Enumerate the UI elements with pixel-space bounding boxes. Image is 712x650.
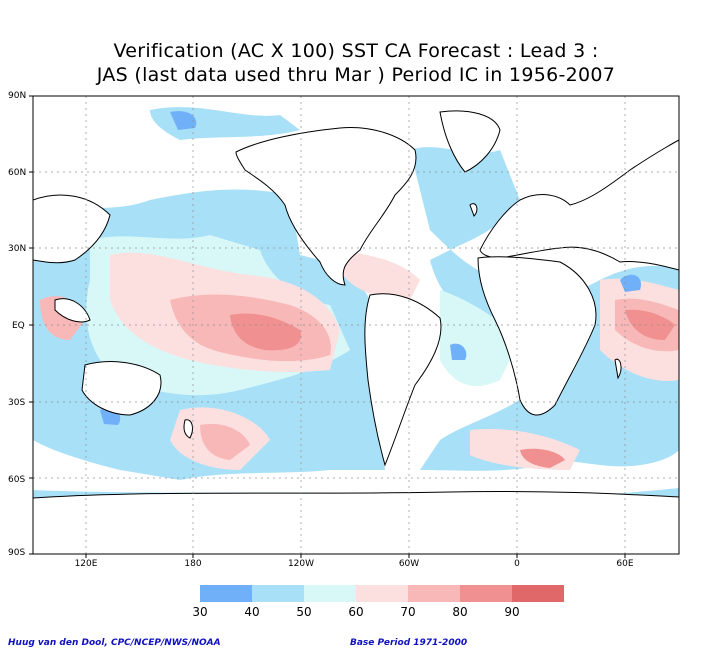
continent-outlines xyxy=(33,110,679,554)
lon-label-60w: 60W xyxy=(398,559,420,569)
colorbar-swatch-70-80 xyxy=(408,585,460,602)
lat-label-30n: 30N xyxy=(8,244,27,254)
eurasia-outline xyxy=(479,139,679,271)
credit-author: Huug van den Dool, CPC/NCEP/NWS/NOAA xyxy=(8,638,221,648)
lat-label-30s: 30S xyxy=(8,398,26,408)
colorbar-swatch-80-90 xyxy=(460,585,512,602)
lon-label-60e: 60E xyxy=(616,559,634,569)
lat-label-60n: 60N xyxy=(8,168,27,178)
map-title-line2: JAS (last data used thru Mar ) Period IC… xyxy=(96,64,616,86)
uk-outline xyxy=(469,203,478,217)
colorbar-label-60: 60 xyxy=(348,605,364,619)
africa-outline xyxy=(477,256,597,416)
antarctica-outline xyxy=(33,491,679,554)
colorbar-label-50: 50 xyxy=(296,605,312,619)
map-title-line1: Verification (AC X 100) SST CA Forecast … xyxy=(113,40,599,62)
lat-label-60s: 60S xyxy=(8,475,26,485)
new-zealand-outline xyxy=(183,419,193,439)
axis-ticks xyxy=(29,95,626,558)
lat-label-90n: 90N xyxy=(8,91,27,101)
south-america-outline xyxy=(364,293,442,467)
colorbar-swatch-30-40 xyxy=(252,585,304,602)
colorbar-swatch-60-70 xyxy=(356,585,408,602)
colorbar-swatch-below-30 xyxy=(200,585,252,602)
colorbar-label-90: 90 xyxy=(504,605,520,619)
credit-base-period: Base Period 1971-2000 xyxy=(350,638,468,648)
skill-30-edge-region xyxy=(100,111,641,425)
maritime-continent-outline xyxy=(54,298,91,323)
skill-80-90-region xyxy=(230,309,675,468)
colorbar-label-80: 80 xyxy=(452,605,468,619)
colorbar-swatch-40-50 xyxy=(304,585,356,602)
lon-label-180: 180 xyxy=(184,559,202,569)
lat-label-eq: EQ xyxy=(12,321,25,331)
colorbar-label-30: 30 xyxy=(192,605,208,619)
gridlines xyxy=(33,96,679,554)
east-asia-outline xyxy=(33,194,111,264)
colorbar-label-70: 70 xyxy=(400,605,416,619)
lon-label-120e: 120E xyxy=(74,559,98,569)
lon-label-0: 0 xyxy=(514,559,520,569)
greenland-outline xyxy=(439,110,501,173)
lat-label-90s: 90S xyxy=(8,548,26,558)
colorbar-label-40: 40 xyxy=(244,605,260,619)
north-america-outline xyxy=(235,126,417,286)
madagascar-outline xyxy=(614,358,622,380)
lon-label-120w: 120W xyxy=(287,559,315,569)
australia-outline xyxy=(81,361,162,416)
colorbar-swatch-above-90 xyxy=(512,585,564,602)
